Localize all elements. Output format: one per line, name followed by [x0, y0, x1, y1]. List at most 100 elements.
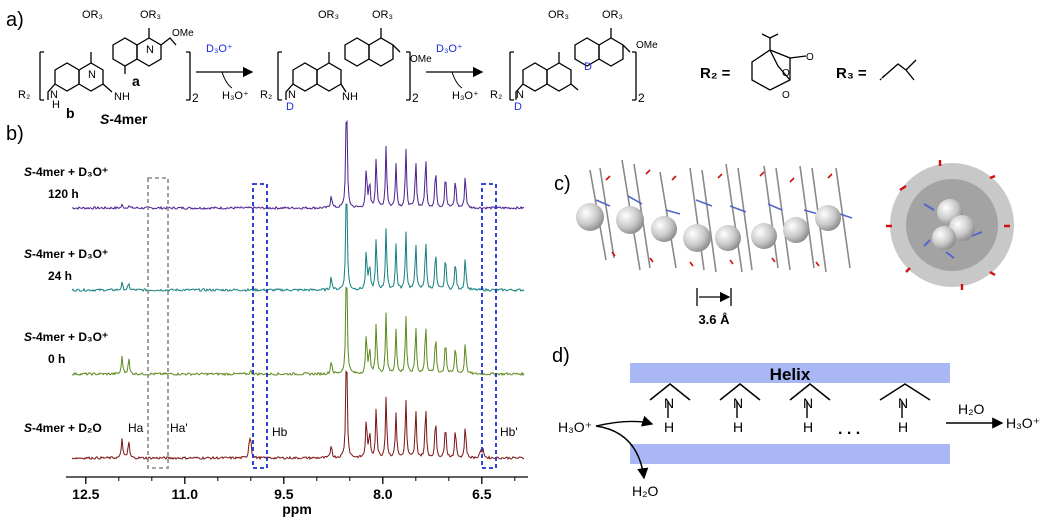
molecule-start-labels: OR₃ OR₃ OMe N N NH R₂ N H a b 2 S-4mer [18, 9, 199, 127]
nh-h-2: H [733, 419, 743, 435]
camphanate-structure [751, 33, 807, 91]
nh-n-1: N [664, 395, 674, 411]
molecule-mid [277, 28, 411, 101]
bracket-left [39, 51, 44, 101]
helix-strand-top [630, 363, 950, 383]
helix-strand-bottom [630, 444, 950, 464]
molecule-end [509, 28, 637, 101]
h3o-incoming: H₃O⁺ [558, 419, 592, 435]
quinoline-ring-2a [112, 37, 138, 67]
spectrum-trace-1 [71, 203, 525, 293]
nh-groups: N H N H N H N H . . . [664, 395, 908, 438]
or3-label-1: OR₃ [82, 9, 103, 21]
or3-label-6: OR₃ [602, 9, 623, 21]
amine-n-label-3: N [516, 89, 524, 101]
spectrum-label-text: -4mer + D₂O [32, 421, 102, 435]
helix-top-view [886, 160, 1014, 290]
isobutyl-structure [879, 59, 917, 81]
amine-h-label-1: H [52, 99, 60, 111]
camphanate-o-1: O [806, 52, 814, 63]
spectrum-time-0: 120 h [48, 187, 79, 201]
spectrum-label-text: -4mer + D₃O⁺ [32, 247, 108, 261]
subscript-2-2: 2 [412, 91, 419, 105]
subscript-2-1: 2 [192, 91, 199, 105]
deuterium-label-1: D [286, 101, 294, 113]
spectrum-label-prefix: S [24, 421, 32, 435]
reaction-arrow-1: D₃O⁺ H₃O⁺ [196, 43, 254, 102]
amine-n-label-1: N [50, 89, 58, 101]
spectrum-trace-2 [71, 286, 525, 377]
substituent-definitions: R₂ = O O O R₃ = [700, 33, 917, 101]
spectrum-trace-0 [71, 120, 525, 211]
spectrum-label-prefix: S [24, 247, 32, 261]
ome-label-3: OMe [636, 40, 658, 51]
spectrum-label-text: -4mer + D₃O⁺ [32, 330, 108, 344]
spectrum-label-prefix: S [24, 330, 32, 344]
spectrum-time-1: 24 h [48, 269, 72, 283]
ppm-tick-label: 11.0 [172, 486, 199, 502]
hb-highlight-box [252, 183, 268, 469]
quinoline-ring-1a [54, 62, 80, 92]
or3-label-2: OR₃ [140, 9, 161, 21]
spectrum-label-text: -4mer + D₃O⁺ [32, 165, 108, 179]
subscript-2-3: 2 [638, 91, 645, 105]
h3o-product: H₃O⁺ [1006, 415, 1040, 431]
ome-label-2: OMe [410, 54, 432, 65]
r3-definition-label: R₃ = [836, 65, 867, 82]
peak-label-hb-prime: Hb' [500, 425, 518, 439]
reagent-top-1: D₃O⁺ [206, 43, 233, 55]
helix-side-view [576, 159, 853, 273]
deuterium-label-3: D [514, 101, 522, 113]
bonds-1 [47, 28, 177, 100]
s4mer-title: S-4mer [100, 111, 148, 127]
ppm-tick-label: 9.5 [274, 486, 294, 502]
nh-h-1: H [664, 419, 674, 435]
n-label-1: N [88, 69, 96, 81]
spectrum-label-2: S-4mer + D₃O⁺ [24, 330, 108, 344]
nh-n-2: N [733, 395, 743, 411]
panel-d: d) Helix N H N H N H N H . . . [552, 345, 1040, 499]
or3-label-3: OR₃ [318, 9, 339, 21]
or3-label-4: OR₃ [372, 9, 393, 21]
nh-n-4: N [898, 395, 908, 411]
ppm-tick-label: 6.5 [472, 486, 492, 502]
spectrum-label-prefix: S [24, 165, 32, 179]
bracket-right [186, 51, 191, 101]
peak-label-hb: Hb [272, 425, 288, 439]
peak-label-ha: Ha [128, 421, 144, 435]
ha-highlight-box [147, 177, 169, 469]
reagent-bottom-1: H₃O⁺ [222, 90, 249, 102]
panel-a: a) OR₃ OR₃ OMe N N NH R₂ N H a b 2 S-4me… [6, 9, 917, 127]
panel-b-label: b) [6, 123, 24, 145]
ellipsis: . . . [838, 421, 860, 438]
nh-h-4: H [898, 419, 908, 435]
h2o-reagent: H₂O [958, 401, 985, 417]
s4mer-prefix: S [100, 111, 110, 127]
s4mer-suffix: -4mer [109, 111, 148, 127]
r2-label-1: R₂ [18, 89, 30, 101]
r2-label-2: R₂ [260, 89, 272, 101]
or3-label-5: OR₃ [548, 9, 569, 21]
helix-label: Helix [770, 365, 811, 384]
spectrum-label-3: S-4mer + D₂O [24, 421, 102, 435]
spectrum-label-1: S-4mer + D₃O⁺ [24, 247, 108, 261]
spectrum-trace-3 [71, 370, 525, 461]
hb-prime-highlight-box [481, 183, 497, 469]
camphanate-o-3: O [782, 90, 790, 101]
ome-label-1: OMe [172, 28, 194, 39]
reagent-bottom-2: H₃O⁺ [452, 90, 479, 102]
h2o-outgoing: H₂O [632, 483, 659, 499]
ppm-tick-label: 8.0 [373, 486, 393, 502]
molecule-mid-labels: OR₃ OR₃ OMe NH R₂ N D 2 [260, 9, 432, 113]
nh-n-3: N [803, 395, 813, 411]
peak-label-ha-prime: Ha' [170, 421, 188, 435]
distance-label: 3.6 Å [698, 312, 730, 327]
label-b: b [66, 105, 75, 121]
r2-label-3: R₂ [490, 89, 502, 101]
panel-b: b) S-4mer + D₃O⁺120 hS-4mer + D₃O⁺24 hS-… [6, 120, 528, 517]
reaction-arrow-2: D₃O⁺ H₃O⁺ [426, 43, 484, 102]
panel-c: c) 3.6 Å [554, 159, 1014, 327]
spectrum-traces [71, 120, 525, 461]
r2-definition-label: R₂ = [700, 65, 731, 82]
nh-h-3: H [803, 419, 813, 435]
